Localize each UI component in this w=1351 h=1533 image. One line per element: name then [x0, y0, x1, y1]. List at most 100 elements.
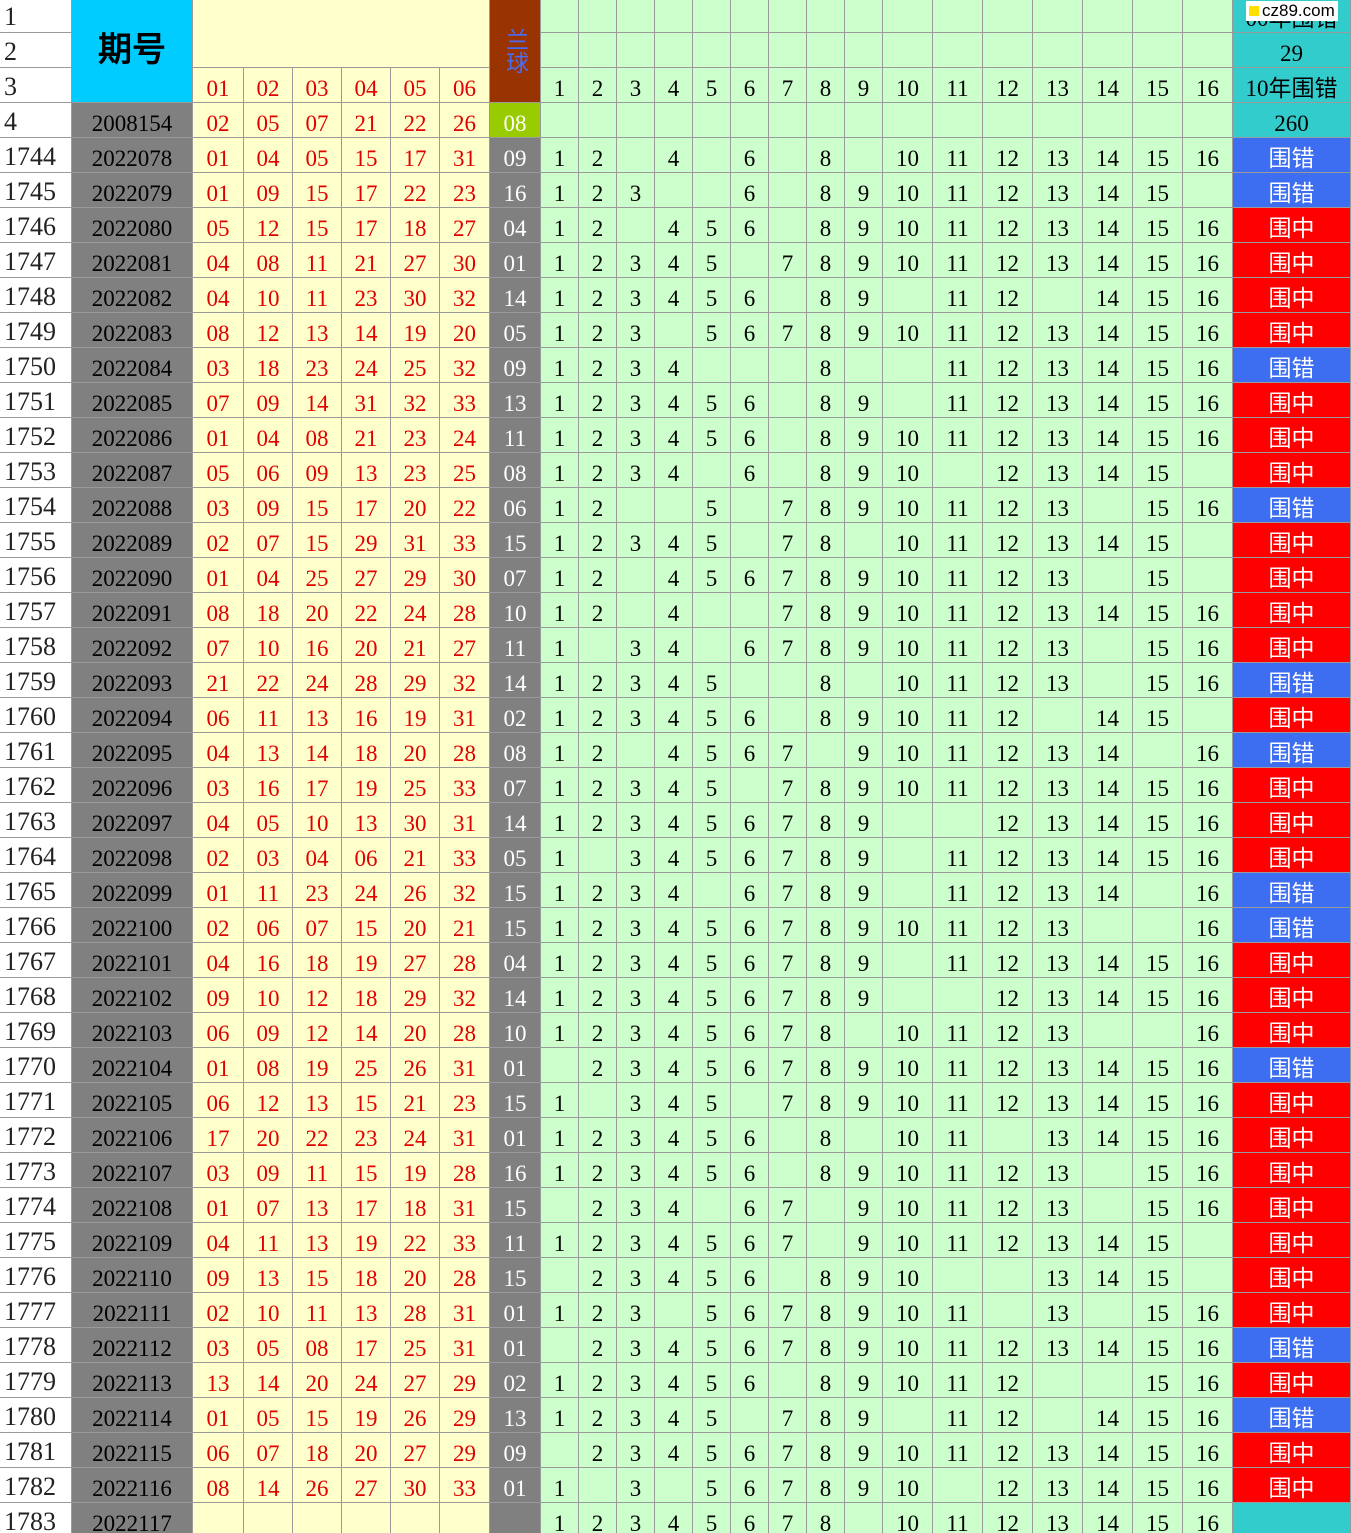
- num: 2: [579, 943, 617, 978]
- num-blank: [579, 838, 617, 873]
- red-ball: 03: [193, 1153, 244, 1188]
- num: 11: [933, 558, 983, 593]
- result: 围中: [1233, 628, 1351, 663]
- num: 11: [933, 1398, 983, 1433]
- issue: 2022089: [72, 523, 193, 558]
- blue-ball: 05: [490, 313, 541, 348]
- num: 13: [1033, 1468, 1083, 1503]
- num: 2: [579, 1398, 617, 1433]
- num-blank: [845, 1503, 883, 1533]
- num: 2: [579, 1293, 617, 1328]
- result: 围错: [1233, 348, 1351, 383]
- num: 15: [1133, 348, 1183, 383]
- num: 8: [807, 908, 845, 943]
- red-ball: 15: [293, 208, 342, 243]
- num: 4: [655, 803, 693, 838]
- num: 13: [1033, 733, 1083, 768]
- red-ball: 29: [440, 1433, 490, 1468]
- num: 12: [983, 663, 1033, 698]
- num-blank: [1183, 698, 1233, 733]
- num: 3: [617, 1328, 655, 1363]
- num: 3: [617, 1468, 655, 1503]
- num: 16: [1183, 208, 1233, 243]
- num: 15: [1133, 803, 1183, 838]
- result: 围中: [1233, 1153, 1351, 1188]
- num: 1: [541, 173, 579, 208]
- num: 8: [807, 1363, 845, 1398]
- red-ball: 29: [440, 1363, 490, 1398]
- num: 12: [983, 208, 1033, 243]
- red-ball: 13: [293, 1083, 342, 1118]
- num: 16: [1183, 1188, 1233, 1223]
- num: 16: [1183, 1153, 1233, 1188]
- num-blank: [1183, 103, 1233, 138]
- red-ball: 29: [342, 523, 391, 558]
- num-blank: [1033, 1398, 1083, 1433]
- num: 7: [769, 593, 807, 628]
- result: 围错: [1233, 873, 1351, 908]
- red-ball: 26: [293, 1468, 342, 1503]
- red-ball: 13: [293, 698, 342, 733]
- num: 4: [655, 663, 693, 698]
- red-ball: 33: [440, 1468, 490, 1503]
- result: 围错: [1233, 908, 1351, 943]
- num-blank: [845, 103, 883, 138]
- issue: 2022106: [72, 1118, 193, 1153]
- num: 13: [1033, 1083, 1083, 1118]
- num: 2: [579, 1153, 617, 1188]
- num: 6: [731, 558, 769, 593]
- num: 11: [933, 278, 983, 313]
- num: 8: [807, 558, 845, 593]
- blue-ball: 07: [490, 558, 541, 593]
- num-blank: [1083, 1013, 1133, 1048]
- result: 围错: [1233, 138, 1351, 173]
- row-number: 1755: [0, 523, 72, 558]
- red-ball: 33: [440, 768, 490, 803]
- num: 5: [693, 1328, 731, 1363]
- red-ball: 18: [293, 1433, 342, 1468]
- red-ball: 28: [440, 1013, 490, 1048]
- num: 1: [541, 943, 579, 978]
- num: 14: [1083, 733, 1133, 768]
- num: 15: [1133, 208, 1183, 243]
- red-ball: 31: [440, 138, 490, 173]
- num-blank: [983, 1293, 1033, 1328]
- red-ball: 13: [244, 733, 293, 768]
- row-number: 1744: [0, 138, 72, 173]
- row-number: 1758: [0, 628, 72, 663]
- num: 6: [731, 733, 769, 768]
- num: 10: [883, 418, 933, 453]
- red-ball: 25: [342, 1048, 391, 1083]
- issue: 2022092: [72, 628, 193, 663]
- num: 8: [807, 698, 845, 733]
- num: 1: [541, 698, 579, 733]
- num: 5: [693, 1293, 731, 1328]
- num: 7: [769, 1328, 807, 1363]
- num: 16: [1183, 663, 1233, 698]
- red-ball: 28: [440, 1258, 490, 1293]
- num: 6: [731, 453, 769, 488]
- num: 15: [1133, 1363, 1183, 1398]
- num: 2: [579, 243, 617, 278]
- num: 4: [655, 383, 693, 418]
- blue-ball: 09: [490, 1433, 541, 1468]
- red-ball: 18: [391, 208, 440, 243]
- num: 1: [541, 1118, 579, 1153]
- red-ball: 19: [391, 698, 440, 733]
- num: 2: [579, 1048, 617, 1083]
- num: 12: [983, 908, 1033, 943]
- num: 1: [541, 663, 579, 698]
- num-blank: [769, 278, 807, 313]
- num: 12: [983, 1503, 1033, 1533]
- result: 围错: [1233, 1328, 1351, 1363]
- num: 9: [845, 1188, 883, 1223]
- num: 9: [845, 838, 883, 873]
- blue-ball: 15: [490, 1188, 541, 1223]
- num-blank: [1183, 1223, 1233, 1258]
- row-number: 1749: [0, 313, 72, 348]
- num: 8: [807, 1258, 845, 1293]
- num: 4: [655, 733, 693, 768]
- red-ball: 22: [342, 593, 391, 628]
- issue: 2022095: [72, 733, 193, 768]
- num: 15: [1133, 1293, 1183, 1328]
